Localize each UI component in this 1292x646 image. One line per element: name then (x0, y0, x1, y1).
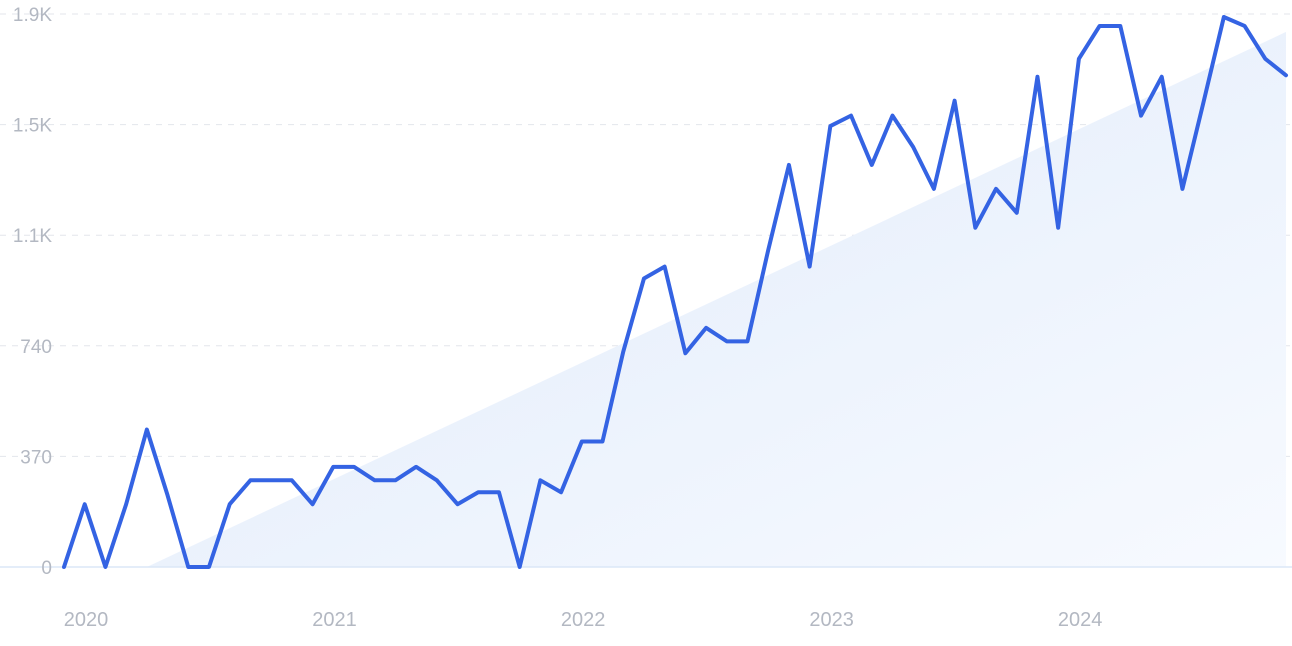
y-tick-label: 0 (41, 558, 52, 579)
x-tick-label: 2022 (561, 609, 606, 631)
x-tick-label: 2023 (809, 609, 854, 631)
trend-area (147, 32, 1286, 567)
x-tick-label: 2021 (312, 609, 357, 631)
y-axis-tick-labels: 0 370 740 1.1K 1.5K 1.9K (13, 5, 52, 579)
y-tick-label: 1.1K (13, 226, 52, 247)
x-tick-label: 2024 (1058, 609, 1103, 631)
y-tick-label: 1.9K (13, 5, 52, 26)
x-axis-tick-labels: 2020 2021 2022 2023 2024 (64, 609, 1103, 631)
y-tick-label: 370 (20, 447, 52, 468)
y-tick-label: 1.5K (13, 116, 52, 137)
x-tick-label: 2020 (64, 609, 109, 631)
y-tick-label: 740 (20, 337, 52, 358)
